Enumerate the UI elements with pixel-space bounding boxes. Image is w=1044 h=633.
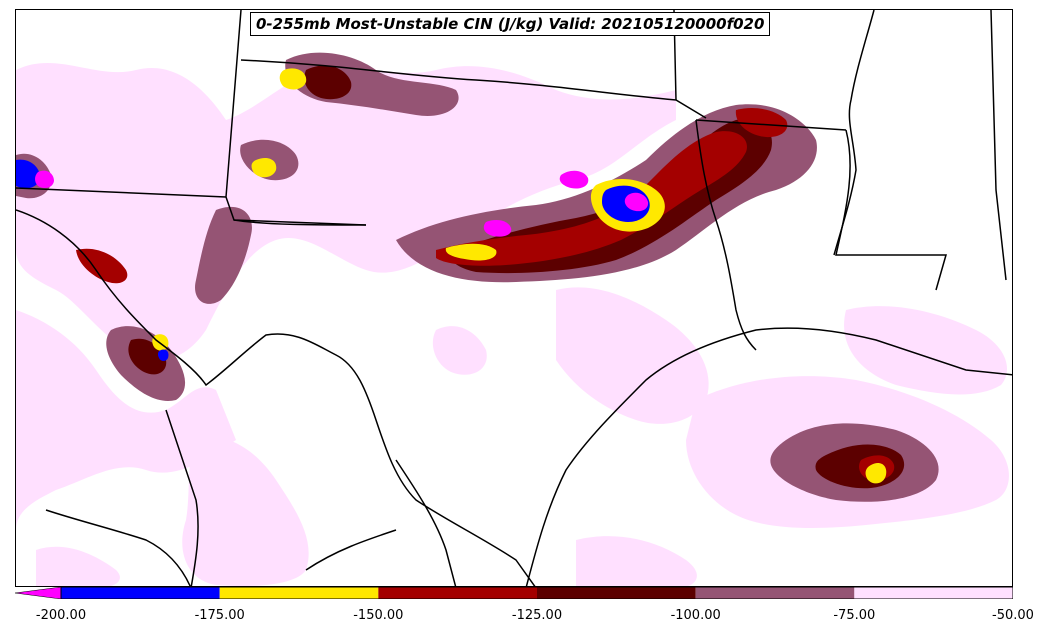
cin-band-75-50 (16, 62, 1009, 586)
texas-louisiana-border (695, 119, 757, 351)
mexico-border (45, 409, 199, 586)
colorbar-tick-label: -125.00 (511, 608, 563, 623)
colorbar-tick-label: -175.00 (194, 608, 245, 623)
map-title: 0-255mb Most-Unstable CIN (J/kg) Valid: … (250, 12, 771, 36)
colorbar-bin (219, 587, 379, 599)
colorbar-tick-label: -50.00 (992, 608, 1034, 623)
cin-map (16, 10, 1012, 586)
cin-band-below-200 (35, 170, 649, 237)
colorbar-bin (61, 587, 220, 599)
new-mexico-border (16, 209, 536, 586)
colorbar-bins (61, 587, 1013, 599)
mississippi-river (833, 10, 875, 256)
colorbar-bin (378, 587, 537, 599)
tamaulipas-border (305, 529, 397, 571)
colorbar-min-extend-arrow (15, 587, 62, 599)
map-panel (15, 9, 1013, 587)
colorbar-tick-label: -75.00 (833, 608, 876, 623)
colorbar (15, 587, 1013, 599)
mississippi-border (835, 10, 1007, 291)
colorbar-bin (695, 587, 855, 599)
colorbar-bin (537, 587, 696, 599)
colorbar-bin (854, 587, 1013, 599)
gulf-coast (525, 327, 1012, 586)
boundaries (16, 10, 1012, 586)
coahuila-border (395, 459, 457, 586)
colorbar-tick-label: -200.00 (35, 608, 87, 623)
colorbar-tick-label: -100.00 (670, 608, 721, 623)
colorbar-tick-label: -150.00 (353, 608, 404, 623)
texas-panhandle-border (233, 219, 367, 226)
oklahoma-border (16, 10, 707, 226)
cin-field (16, 52, 1009, 586)
